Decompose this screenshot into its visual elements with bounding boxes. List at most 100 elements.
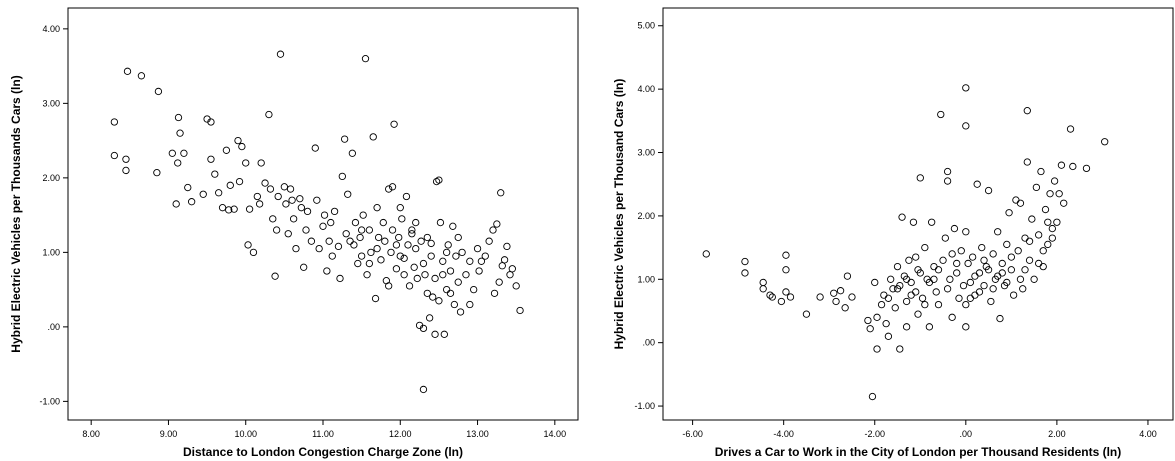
data-point: [932, 288, 940, 296]
data-point: [449, 222, 457, 230]
data-point: [153, 168, 161, 177]
data-point: [759, 285, 767, 293]
data-point: [388, 226, 397, 234]
data-point: [1035, 259, 1043, 268]
data-point: [500, 256, 509, 264]
data-point: [759, 278, 767, 287]
data-point: [955, 294, 963, 302]
data-point: [843, 272, 852, 280]
data-point: [458, 248, 466, 257]
data-point: [1101, 138, 1109, 146]
data-point: [962, 84, 970, 92]
data-point: [346, 237, 354, 245]
data-point: [836, 287, 845, 295]
data-point: [315, 244, 323, 253]
data-point: [266, 185, 275, 193]
data-point: [473, 244, 482, 253]
data-point: [234, 136, 242, 145]
data-point: [338, 172, 346, 181]
x-tick-label: .00: [960, 429, 973, 439]
data-point: [1069, 162, 1077, 171]
data-point: [786, 293, 795, 301]
data-point: [1050, 177, 1059, 185]
data-point: [174, 113, 183, 122]
data-point: [971, 272, 979, 280]
data-point: [866, 325, 874, 333]
data-point: [356, 233, 364, 242]
data-point: [365, 226, 374, 234]
data-point: [211, 170, 219, 178]
data-point: [303, 207, 312, 216]
data-point: [962, 323, 970, 331]
data-point: [898, 213, 906, 221]
y-tick-label: 3.00: [637, 148, 655, 158]
data-point: [506, 271, 514, 279]
data-point: [921, 300, 929, 309]
data-point: [435, 176, 443, 184]
data-point: [782, 266, 790, 274]
data-point: [953, 269, 961, 277]
data-point: [978, 243, 986, 252]
data-point: [873, 345, 881, 353]
data-point: [238, 142, 246, 151]
data-points: [702, 84, 1109, 401]
data-point: [966, 278, 975, 287]
data-point: [1003, 240, 1011, 249]
data-point: [199, 190, 207, 198]
data-point: [1028, 215, 1036, 223]
data-point: [495, 278, 503, 286]
data-point: [385, 282, 393, 290]
data-point: [864, 316, 872, 325]
data-point: [439, 271, 447, 279]
data-point: [975, 269, 984, 277]
x-axis-title: Distance to London Congestion Charge Zon…: [183, 445, 463, 459]
data-point: [373, 244, 381, 253]
plot-frame: [662, 7, 1174, 421]
data-point: [909, 218, 918, 226]
y-tick-label: 2.00: [637, 211, 655, 221]
data-point: [325, 237, 333, 245]
data-point: [174, 159, 182, 167]
data-point: [419, 324, 428, 333]
data-point: [907, 291, 915, 299]
data-point: [939, 256, 947, 264]
data-point: [405, 282, 414, 290]
data-point: [943, 177, 952, 185]
data-point: [1014, 247, 1022, 255]
chart-panel-right: -6.00 -4.00 -2.00 .00 2.00 4.00 -1.00 .00 1.00 2.…: [595, 0, 1175, 461]
data-point: [436, 218, 445, 227]
x-axis-title: Drives a Car to Work in the City of Lond…: [715, 445, 1121, 459]
data-points: [110, 50, 524, 394]
data-point: [893, 262, 902, 271]
data-point: [902, 297, 911, 306]
chart-panel-left: 8.00 9.00 10.00 11.00 12.00 13.00 14.00 -1.00 .0…: [0, 0, 580, 461]
data-point: [953, 259, 961, 268]
data-point: [348, 149, 357, 157]
data-point: [466, 257, 474, 265]
data-point: [340, 135, 349, 143]
data-point: [914, 310, 922, 318]
data-point: [446, 289, 455, 297]
x-tick-label: 9.00: [160, 429, 178, 439]
data-point: [342, 230, 350, 238]
data-point: [1009, 291, 1018, 299]
data-point: [485, 237, 493, 245]
y-tick-label: .00: [642, 338, 655, 348]
data-point: [235, 177, 244, 186]
data-point: [137, 72, 146, 80]
data-point: [226, 181, 234, 189]
data-point: [230, 205, 238, 213]
data-point: [269, 215, 277, 223]
data-point: [912, 253, 920, 261]
data-point: [385, 185, 393, 193]
data-point: [1082, 164, 1091, 173]
data-point: [1053, 218, 1061, 226]
data-point: [392, 241, 401, 249]
data-point: [882, 320, 890, 328]
data-point: [300, 263, 308, 271]
data-point: [887, 275, 895, 283]
data-point: [412, 218, 420, 227]
data-point: [320, 211, 329, 219]
data-point: [431, 330, 439, 338]
data-point: [388, 183, 397, 191]
